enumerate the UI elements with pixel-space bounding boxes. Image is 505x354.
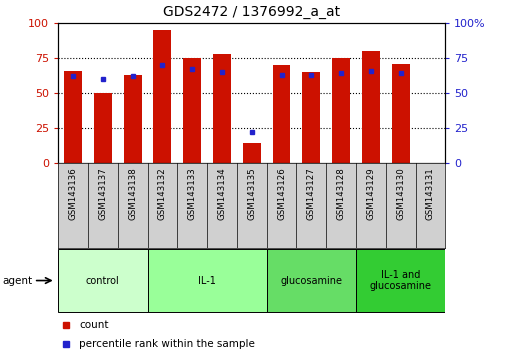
Text: GSM143134: GSM143134 xyxy=(217,167,226,220)
Bar xyxy=(391,64,409,163)
Text: GSM143135: GSM143135 xyxy=(247,167,256,220)
Bar xyxy=(361,51,379,163)
Text: GSM143127: GSM143127 xyxy=(306,167,315,220)
Text: GDS2472 / 1376992_a_at: GDS2472 / 1376992_a_at xyxy=(163,5,340,19)
Text: GSM143137: GSM143137 xyxy=(98,167,107,220)
Text: glucosamine: glucosamine xyxy=(280,275,341,286)
FancyBboxPatch shape xyxy=(266,249,355,312)
Text: agent: agent xyxy=(3,275,33,286)
Text: GSM143136: GSM143136 xyxy=(69,167,77,220)
Text: GSM143128: GSM143128 xyxy=(336,167,345,220)
Text: GSM143138: GSM143138 xyxy=(128,167,137,220)
FancyBboxPatch shape xyxy=(58,249,147,312)
Bar xyxy=(302,72,320,163)
FancyBboxPatch shape xyxy=(355,249,444,312)
Text: GSM143126: GSM143126 xyxy=(276,167,285,220)
Bar xyxy=(64,70,82,163)
Text: IL-1 and
glucosamine: IL-1 and glucosamine xyxy=(369,270,431,291)
Text: GSM143129: GSM143129 xyxy=(366,167,375,220)
Text: GSM143130: GSM143130 xyxy=(395,167,405,220)
FancyBboxPatch shape xyxy=(147,249,266,312)
Text: GSM143132: GSM143132 xyxy=(158,167,167,220)
Bar xyxy=(183,58,200,163)
Text: percentile rank within the sample: percentile rank within the sample xyxy=(79,339,255,349)
Text: GSM143133: GSM143133 xyxy=(187,167,196,220)
Text: count: count xyxy=(79,320,109,330)
Bar xyxy=(94,93,112,163)
Bar xyxy=(213,54,230,163)
Text: control: control xyxy=(86,275,120,286)
Text: GSM143131: GSM143131 xyxy=(425,167,434,220)
Bar xyxy=(242,143,260,163)
Bar xyxy=(123,75,141,163)
Bar xyxy=(272,65,290,163)
Text: IL-1: IL-1 xyxy=(198,275,216,286)
Bar xyxy=(331,58,349,163)
Bar xyxy=(153,30,171,163)
